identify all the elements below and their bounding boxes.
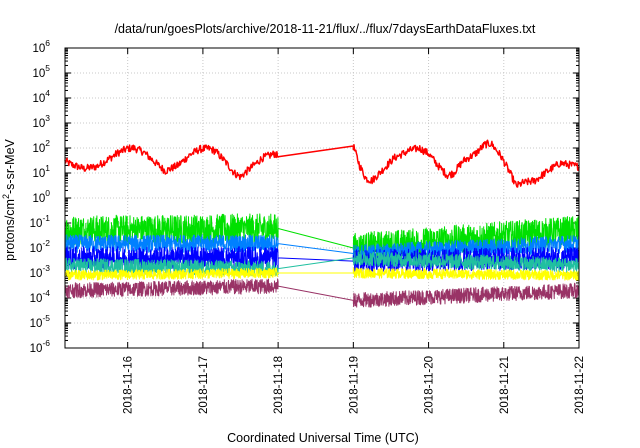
x-tick-label: 2018-11-22 (574, 356, 586, 414)
y-tick-exponent: -2 (42, 238, 50, 248)
y-axis-label: protons/cm2-s-sr-MeV (1, 138, 17, 260)
y-tick-base: 10 (30, 293, 43, 305)
y-tick-base: 10 (30, 318, 43, 330)
y-tick-label: 10-1 (30, 213, 51, 230)
series-line (64, 267, 580, 281)
y-tick-base: 10 (32, 68, 45, 80)
y-tick-label: 10-4 (30, 288, 51, 305)
y-tick-label: 106 (32, 38, 50, 55)
x-tick-label: 2018-11-16 (123, 356, 135, 414)
y-tick-base: 10 (30, 218, 43, 230)
y-tick-base: 10 (32, 43, 45, 55)
y-tick-base: 10 (30, 343, 43, 355)
plot-frame (64, 47, 580, 349)
y-tick-base: 10 (32, 193, 45, 205)
y-tick-label: 103 (32, 113, 50, 130)
y-tick-base: 10 (32, 118, 45, 130)
y-tick-base: 10 (30, 268, 43, 280)
y-tick-label: 102 (32, 138, 50, 155)
x-tick-label: 2018-11-17 (198, 356, 210, 414)
y-tick-base: 10 (32, 168, 45, 180)
y-tick-exponent: -3 (42, 263, 50, 273)
y-tick-exponent: 5 (45, 63, 50, 73)
y-tick-exponent: 3 (45, 113, 50, 123)
series-line (64, 139, 580, 188)
chart-title: /data/run/goesPlots/archive/2018-11-21/f… (115, 22, 536, 36)
y-tick-exponent: -5 (42, 313, 50, 323)
x-tick-label: 2018-11-20 (424, 356, 436, 414)
x-tick-label: 2018-11-19 (348, 356, 360, 414)
x-axis-label: Coordinated Universal Time (UTC) (227, 431, 419, 445)
x-tick-label: 2018-11-18 (273, 356, 285, 414)
series-line (64, 278, 580, 308)
y-tick-label: 104 (32, 88, 50, 105)
y-tick-label: 10-3 (30, 263, 51, 280)
series-line (64, 250, 580, 277)
y-tick-exponent: 6 (45, 38, 50, 48)
y-tick-exponent: 2 (45, 138, 50, 148)
series-line (64, 213, 580, 264)
y-tick-exponent: -4 (42, 288, 50, 298)
y-tick-label: 101 (32, 163, 50, 180)
y-axis-label-suffix: -s-sr-MeV (3, 138, 17, 194)
y-tick-label: 10-5 (30, 313, 51, 330)
x-tick-label: 2018-11-21 (499, 356, 511, 414)
y-tick-label: 10-2 (30, 238, 51, 255)
y-tick-exponent: -6 (42, 338, 50, 348)
y-tick-exponent: 4 (45, 88, 50, 98)
y-tick-label: 10-6 (30, 338, 51, 355)
y-tick-label: 105 (32, 63, 50, 80)
y-tick-exponent: -1 (42, 213, 50, 223)
y-tick-exponent: 0 (45, 188, 50, 198)
y-axis-label-prefix: protons/cm (3, 199, 17, 261)
y-tick-base: 10 (30, 243, 43, 255)
y-axis-label-sup: 2 (1, 194, 11, 199)
y-tick-exponent: 1 (45, 163, 50, 173)
plot-area: 2018-11-16 2018-11-17 2018-11-18 2018-11-19… (30, 38, 586, 414)
y-tick-base: 10 (32, 93, 45, 105)
y-tick-base: 10 (32, 143, 45, 155)
y-tick-label: 100 (32, 188, 50, 205)
